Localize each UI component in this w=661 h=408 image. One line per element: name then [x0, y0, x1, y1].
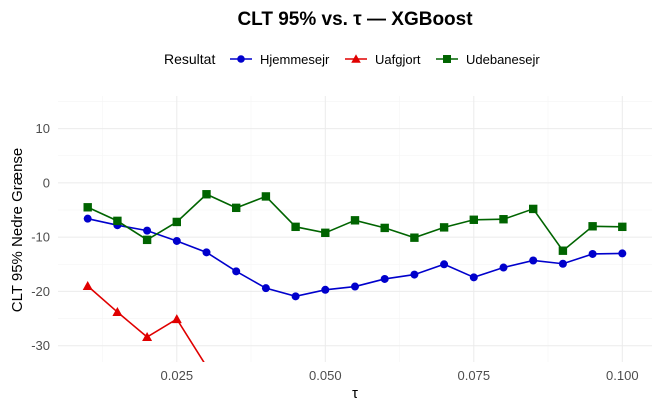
- data-point-udebanesejr: [291, 222, 300, 232]
- data-point-hjemmesejr: [261, 284, 270, 293]
- data-point-hjemmesejr: [558, 259, 567, 268]
- data-point-udebanesejr: [439, 223, 449, 232]
- data-point-hjemmesejr: [83, 214, 92, 223]
- data-point-hjemmesejr: [380, 274, 389, 283]
- x-tick-label: 0.075: [458, 368, 491, 383]
- data-point-uafgjort: [82, 281, 93, 290]
- x-tick-label: 0.025: [161, 368, 194, 383]
- data-point-udebanesejr: [499, 215, 508, 224]
- data-point-udebanesejr: [202, 190, 211, 199]
- legend-title: Resultat: [164, 51, 215, 67]
- x-axis-title: τ: [352, 385, 358, 402]
- data-point-hjemmesejr: [499, 263, 508, 272]
- data-point-udebanesejr: [142, 235, 152, 245]
- legend: Resultat Hjemmesejr Uafgjort Udebanesejr: [164, 51, 540, 67]
- legend-key-marker: [237, 55, 245, 63]
- data-point-hjemmesejr: [410, 270, 419, 279]
- data-point-hjemmesejr: [291, 292, 300, 301]
- data-point-hjemmesejr: [440, 260, 449, 269]
- data-point-hjemmesejr: [321, 285, 330, 294]
- data-point-hjemmesejr: [351, 282, 359, 291]
- data-point-udebanesejr: [558, 246, 568, 255]
- y-tick-label: -30: [31, 338, 50, 353]
- data-point-udebanesejr: [410, 233, 419, 242]
- data-point-udebanesejr: [232, 203, 241, 213]
- data-point-udebanesejr: [380, 223, 389, 233]
- data-point-uafgjort: [171, 314, 182, 324]
- axis-ticks: 0.025 0.050 0.075 0.100 -30 -20 -10 0 10: [31, 121, 638, 383]
- x-tick-label: 0.050: [309, 368, 342, 383]
- data-point-udebanesejr: [113, 216, 122, 226]
- data-point-uafgjort: [112, 307, 123, 317]
- y-tick-label: 10: [36, 121, 50, 136]
- legend-key-marker: [351, 54, 361, 63]
- data-point-hjemmesejr: [202, 248, 211, 257]
- legend-label: Uafgjort: [375, 52, 421, 67]
- data-point-udebanesejr: [83, 203, 92, 212]
- data-point-hjemmesejr: [172, 236, 181, 245]
- legend-item-uafgjort: Uafgjort: [345, 52, 421, 67]
- data-point-udebanesejr: [588, 222, 597, 231]
- data-point-hjemmesejr: [529, 256, 538, 265]
- data-point-uafgjort: [142, 332, 153, 342]
- chart-title: CLT 95% vs. τ — XGBoost: [237, 9, 473, 30]
- data-point-hjemmesejr: [618, 249, 627, 258]
- legend-item-hjemmesejr: Hjemmesejr: [230, 52, 330, 67]
- y-axis-title: CLT 95% Nedre Grænse: [9, 148, 26, 313]
- data-point-udebanesejr: [529, 204, 538, 214]
- plot-series: [82, 190, 627, 362]
- data-point-udebanesejr: [172, 217, 181, 227]
- legend-key-marker: [443, 55, 451, 63]
- data-point-udebanesejr: [321, 228, 330, 237]
- data-point-hjemmesejr: [143, 226, 152, 235]
- y-tick-label: -10: [31, 230, 50, 245]
- data-point-udebanesejr: [469, 215, 478, 224]
- legend-label: Udebanesejr: [466, 52, 540, 67]
- data-point-udebanesejr: [350, 216, 360, 225]
- data-point-udebanesejr: [618, 222, 627, 232]
- data-point-hjemmesejr: [469, 273, 478, 282]
- series-line-uafgjort: [87, 285, 205, 362]
- legend-item-udebanesejr: Udebanesejr: [436, 52, 540, 67]
- legend-label: Hjemmesejr: [260, 52, 330, 67]
- x-tick-label: 0.100: [606, 368, 639, 383]
- y-tick-label: 0: [43, 175, 50, 190]
- data-point-udebanesejr: [261, 192, 271, 201]
- data-point-hjemmesejr: [232, 267, 241, 276]
- data-point-hjemmesejr: [588, 249, 597, 258]
- y-tick-label: -20: [31, 284, 50, 299]
